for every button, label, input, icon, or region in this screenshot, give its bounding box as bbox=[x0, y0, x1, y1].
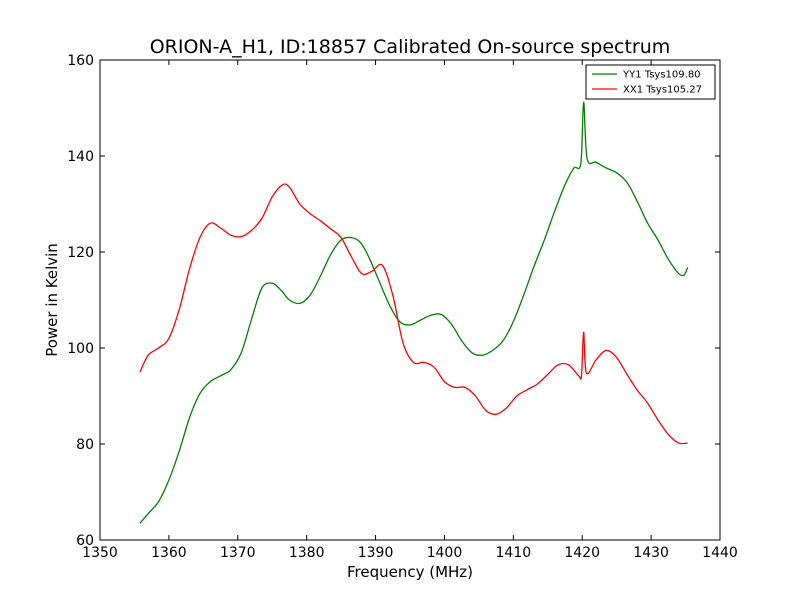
x-tick-label: 1370 bbox=[220, 545, 256, 561]
legend: YY1 Tsys109.80 XX1 Tsys105.27 bbox=[585, 64, 716, 100]
x-tick-label: 1390 bbox=[358, 545, 394, 561]
x-axis-label: Frequency (MHz) bbox=[347, 563, 473, 581]
y-tick-label: 160 bbox=[67, 53, 94, 69]
y-tick-label: 60 bbox=[76, 533, 94, 549]
y-tick-label: 100 bbox=[67, 341, 94, 357]
series-layer bbox=[139, 101, 689, 524]
x-tick-label: 1410 bbox=[496, 545, 532, 561]
legend-box bbox=[585, 64, 716, 100]
legend-label-1: YY1 Tsys109.80 bbox=[622, 70, 701, 81]
x-tick-label: 1380 bbox=[289, 545, 325, 561]
x-tick-label: 1430 bbox=[633, 545, 669, 561]
x-tick-label: 1400 bbox=[427, 545, 463, 561]
series-line-1 bbox=[139, 101, 689, 524]
legend-label-2: XX1 Tsys105.27 bbox=[623, 85, 702, 96]
plot-area bbox=[100, 60, 720, 540]
plot-frame bbox=[99, 59, 721, 541]
series-line-2 bbox=[139, 183, 688, 445]
x-tick-label: 1350 bbox=[82, 545, 118, 561]
y-axis-label: Power in Kelvin bbox=[43, 243, 61, 357]
legend-entries: YY1 Tsys109.80 XX1 Tsys105.27 bbox=[592, 70, 702, 96]
x-tick-label: 1440 bbox=[702, 545, 738, 561]
y-tick-label: 80 bbox=[76, 437, 94, 453]
y-tick-label: 120 bbox=[67, 245, 94, 261]
x-tick-label: 1360 bbox=[151, 545, 187, 561]
y-tick-label: 140 bbox=[67, 149, 94, 165]
ticks-layer: 1350 1360 1370 1380 1390 1400 1410 1420 1430 1440… bbox=[67, 53, 738, 561]
x-tick-label: 1420 bbox=[564, 545, 600, 561]
chart-title: ORION-A_H1, ID:18857 Calibrated On-sourc… bbox=[150, 36, 671, 58]
